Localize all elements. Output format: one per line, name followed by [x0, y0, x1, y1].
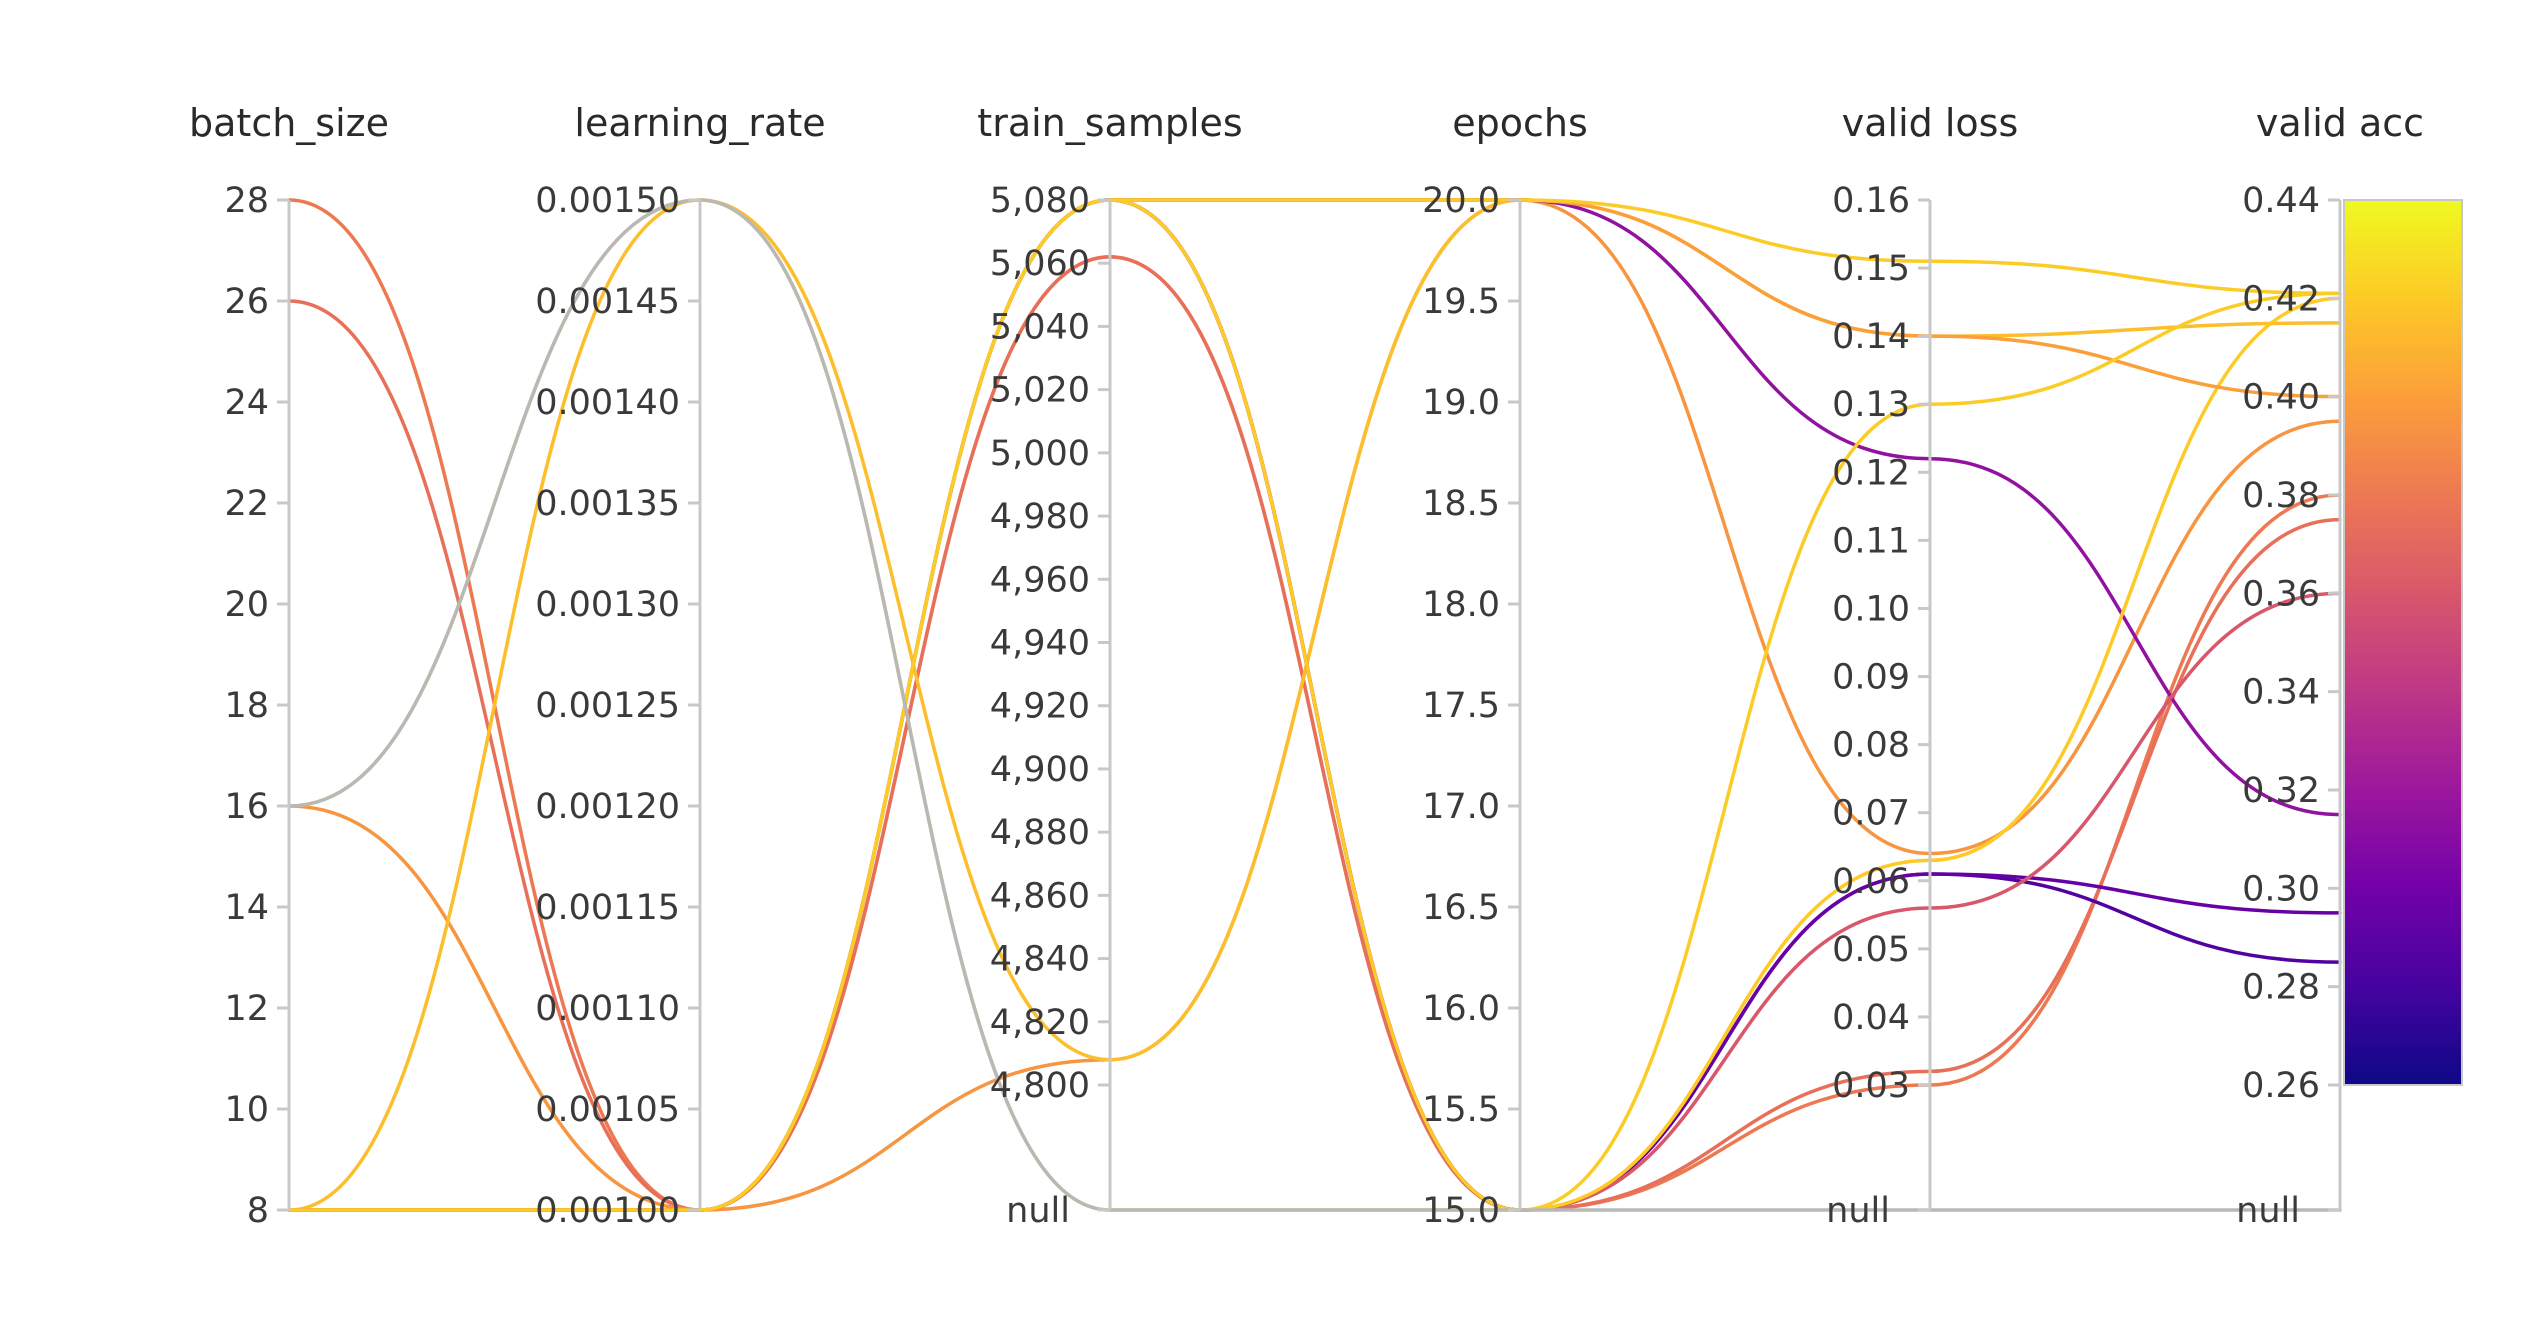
- axis-title: train_samples: [977, 101, 1242, 145]
- axis-batch_size[interactable]: batch_size 8 10 12 14 16 18 20 22 24 26 28: [189, 101, 389, 1231]
- tick-label: 15.0: [1422, 1191, 1500, 1231]
- tick-label: 22: [224, 484, 269, 524]
- tick-label: 0.14: [1832, 317, 1910, 357]
- tick-label: 0.00120: [535, 787, 680, 827]
- tick-label: 0.42: [2242, 279, 2320, 319]
- tick-label: 4,880: [990, 813, 1090, 853]
- tick-label: 0.16: [1832, 181, 1910, 221]
- tick-label: 16.0: [1422, 989, 1500, 1029]
- tick-label: 5,060: [990, 244, 1090, 284]
- tick-label: 0.00135: [535, 484, 680, 524]
- null-tick-label: null: [2236, 1191, 2300, 1231]
- tick-label: 0.06: [1832, 862, 1910, 902]
- tick-label: 4,980: [990, 497, 1090, 537]
- tick-label: 0.44: [2242, 181, 2320, 221]
- run-line-2[interactable]: [287, 255, 2342, 1212]
- tick-label: 4,920: [990, 687, 1090, 727]
- tick-label: 0.36: [2242, 574, 2320, 614]
- tick-label: 10: [224, 1090, 269, 1130]
- tick-label: 4,860: [990, 876, 1090, 916]
- tick-label: 12: [224, 989, 269, 1029]
- axis-valid_acc[interactable]: valid acc 0.26 0.28 0.30 0.32 0.34 0.36 0.38 0.4…: [2236, 101, 2424, 1231]
- tick-label: 26: [224, 282, 269, 322]
- tick-label: 15.5: [1422, 1090, 1500, 1130]
- tick-label: 16: [224, 787, 269, 827]
- tick-label: 0.05: [1832, 930, 1910, 970]
- tick-label: 0.00140: [535, 383, 680, 423]
- tick-label: 5,020: [990, 371, 1090, 411]
- tick-label: 14: [224, 888, 269, 928]
- tick-label: 18: [224, 686, 269, 726]
- tick-label: 0.13: [1832, 385, 1910, 425]
- tick-label: 0.09: [1832, 658, 1910, 698]
- axis-title: valid loss: [1842, 101, 2019, 145]
- tick-label: 0.00145: [535, 282, 680, 322]
- tick-label: 4,820: [990, 1003, 1090, 1043]
- tick-label: 0.00100: [535, 1191, 680, 1231]
- axis-epochs[interactable]: epochs 15.0 15.5 16.0 16.5 17.0 17.5 18.0 18.5 19…: [1422, 101, 1588, 1231]
- tick-label: 0.10: [1832, 589, 1910, 629]
- tick-label: 0.00130: [535, 585, 680, 625]
- tick-label: 5,080: [990, 181, 1090, 221]
- tick-label: 4,960: [990, 560, 1090, 600]
- colorbar-rect: [2343, 199, 2463, 1086]
- axis-valid_loss[interactable]: valid loss 0.03 0.04 0.05 0.06 0.07 0.08 0.09 0.…: [1826, 101, 2018, 1231]
- tick-label: 19.0: [1422, 383, 1500, 423]
- tick-label: 0.40: [2242, 378, 2320, 418]
- tick-label: 0.15: [1832, 249, 1910, 289]
- tick-label: 0.08: [1832, 726, 1910, 766]
- tick-label: 0.28: [2242, 968, 2320, 1008]
- axis-learning_rate[interactable]: learning_rate 0.00100 0.00105 0.00110 0.0011…: [535, 101, 825, 1231]
- tick-label: 0.00125: [535, 686, 680, 726]
- tick-label: 18.0: [1422, 585, 1500, 625]
- tick-label: 5,040: [990, 307, 1090, 347]
- tick-label: 0.12: [1832, 453, 1910, 493]
- axis-train_samples[interactable]: train_samples 4,800 4,820 4,840 4,860 4,880 4,…: [977, 101, 1242, 1231]
- tick-label: 20.0: [1422, 181, 1500, 221]
- tick-label: 17.5: [1422, 686, 1500, 726]
- tick-label: 0.34: [2242, 673, 2320, 713]
- tick-label: 24: [224, 383, 269, 423]
- tick-label: 0.32: [2242, 771, 2320, 811]
- tick-label: 0.04: [1832, 998, 1910, 1038]
- tick-label: 0.07: [1832, 794, 1910, 834]
- colorbar: [2343, 199, 2463, 1086]
- tick-label: 4,800: [990, 1066, 1090, 1106]
- tick-label: 18.5: [1422, 484, 1500, 524]
- axis-title: learning_rate: [574, 101, 825, 145]
- tick-label: 17.0: [1422, 787, 1500, 827]
- tick-label: 4,900: [990, 750, 1090, 790]
- tick-label: 19.5: [1422, 282, 1500, 322]
- tick-label: 0.00110: [535, 989, 680, 1029]
- tick-label: 0.11: [1832, 521, 1910, 561]
- axes: batch_size 8 10 12 14 16 18 20 22 24 26 28 learning_…: [189, 101, 2424, 1231]
- tick-label: 0.00150: [535, 181, 680, 221]
- null-tick-label: null: [1826, 1191, 1890, 1231]
- tick-label: 5,000: [990, 434, 1090, 474]
- axis-title: epochs: [1452, 101, 1588, 145]
- tick-label: 8: [247, 1191, 269, 1231]
- tick-label: 0.38: [2242, 476, 2320, 516]
- tick-label: 4,840: [990, 940, 1090, 980]
- tick-label: 0.30: [2242, 869, 2320, 909]
- axis-title: valid acc: [2256, 101, 2424, 145]
- axis-title: batch_size: [189, 101, 389, 145]
- tick-label: 0.03: [1832, 1066, 1910, 1106]
- tick-label: 28: [224, 181, 269, 221]
- tick-label: 20: [224, 585, 269, 625]
- tick-label: 0.26: [2242, 1066, 2320, 1106]
- tick-label: 16.5: [1422, 888, 1500, 928]
- null-tick-label: null: [1006, 1191, 1070, 1231]
- tick-label: 4,940: [990, 624, 1090, 664]
- tick-label: 0.00115: [535, 888, 680, 928]
- tick-label: 0.00105: [535, 1090, 680, 1130]
